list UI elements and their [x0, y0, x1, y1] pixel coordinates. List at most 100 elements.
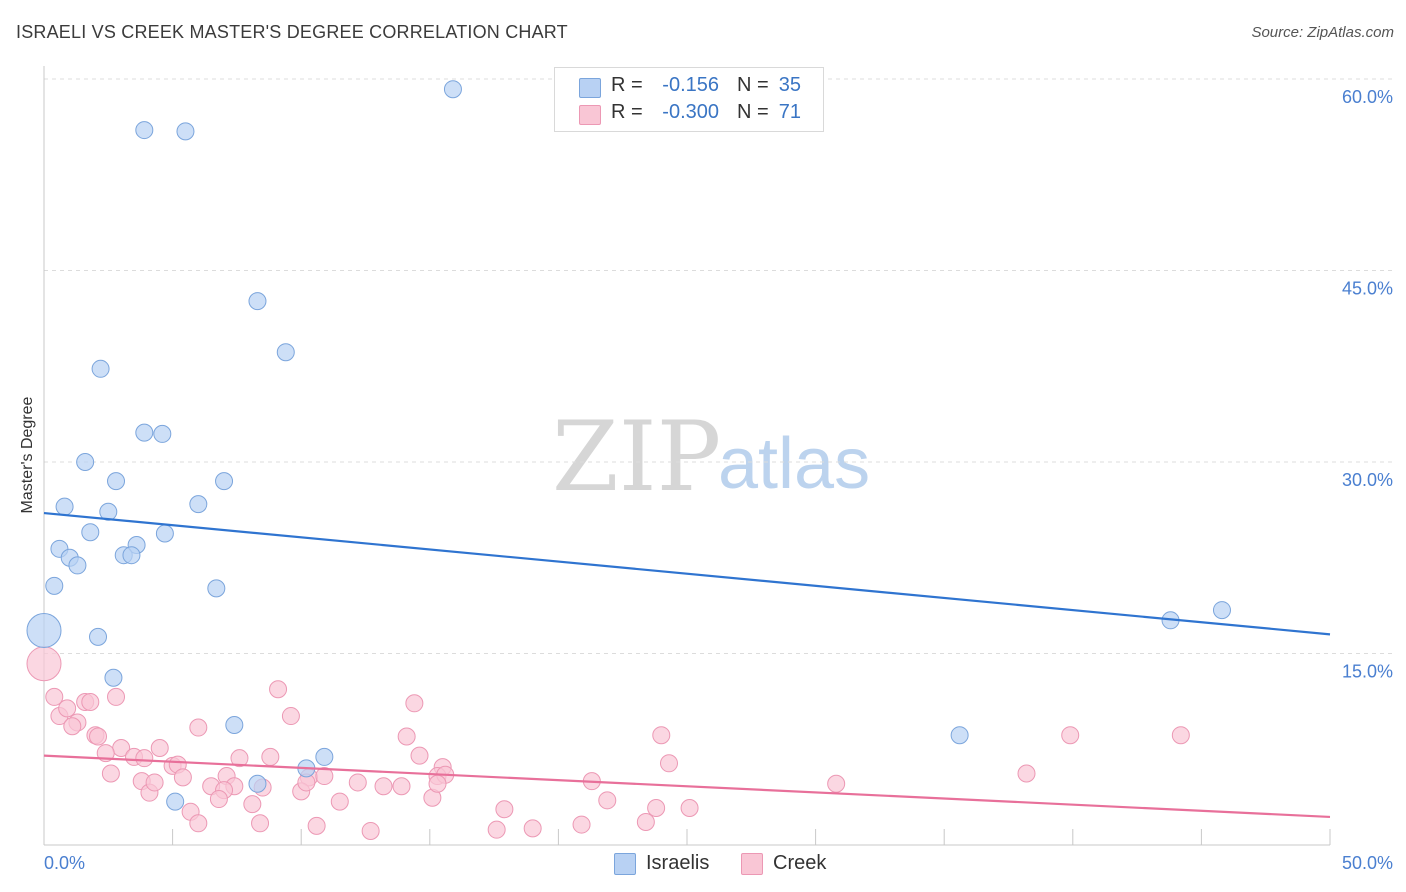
n-label: N = [737, 74, 769, 96]
creek-point [495, 800, 514, 819]
creek-point [251, 814, 270, 833]
israeli-point [122, 546, 141, 565]
n-value: 71 [778, 101, 801, 123]
israeli-point [81, 523, 100, 542]
gridlines [44, 78, 1394, 654]
watermark-atlas: atlas [718, 424, 870, 504]
y-tick-labels: 15.0% 30.0% 45.0% 60.0% [1342, 87, 1393, 682]
trendlines [43, 511, 1331, 819]
creek-point [572, 815, 591, 834]
creek-point [209, 790, 228, 809]
creek-point [189, 718, 208, 737]
israeli-point [155, 524, 174, 543]
creek-point [189, 814, 208, 833]
creek-point [428, 774, 447, 793]
israeli-point [153, 424, 172, 443]
israeli-point [276, 343, 295, 362]
creek-point [330, 792, 349, 811]
creek-point [647, 798, 666, 817]
creek-point [348, 773, 367, 792]
israeli-point [104, 668, 123, 687]
r-value: -0.156 [662, 74, 719, 96]
creek-point [1061, 726, 1080, 745]
watermark: ZIP atlas [552, 401, 870, 513]
x-tick-label: 50.0% [1342, 853, 1393, 873]
legend-label: Israelis [646, 852, 710, 874]
y-tick-label: 60.0% [1342, 87, 1393, 107]
israeli-point [26, 613, 62, 649]
creek-point [397, 727, 416, 746]
israeli-point [1212, 601, 1231, 620]
creek-point [315, 767, 334, 786]
creek-swatch [741, 853, 763, 875]
israeli-point [225, 715, 244, 734]
israelis-swatch [579, 78, 601, 98]
israelis-trendline [43, 511, 1331, 636]
creek-swatch [579, 105, 601, 125]
creek-point [150, 738, 169, 757]
israeli-point [76, 453, 95, 471]
y-tick-label: 15.0% [1342, 662, 1393, 682]
y-tick-label: 45.0% [1342, 279, 1393, 299]
israeli-point [248, 774, 267, 793]
israeli-points [26, 80, 1231, 811]
creek-points [26, 646, 1190, 840]
israeli-point [107, 472, 126, 491]
x-tick-label: 0.0% [44, 853, 85, 873]
stats-legend: R = -0.156 N = 35 R = -0.300 N = 71 [554, 67, 824, 132]
israeli-point [189, 495, 208, 514]
israeli-point [443, 80, 462, 99]
creek-point [636, 813, 655, 832]
creek-point [63, 717, 82, 736]
creek-point [361, 821, 380, 840]
n-value: 35 [778, 74, 801, 96]
creek-point [652, 726, 671, 745]
creek-point [659, 754, 678, 773]
creek-point [89, 727, 108, 746]
creek-point [173, 768, 192, 787]
israeli-point [89, 627, 108, 646]
israeli-point [950, 726, 969, 745]
r-value: -0.300 [662, 101, 719, 123]
creek-point [135, 749, 154, 768]
creek-point [145, 773, 164, 792]
r-label: R = [611, 74, 643, 96]
creek-point [281, 707, 300, 726]
creek-point [487, 820, 506, 839]
israelis-swatch [614, 853, 636, 875]
israeli-point [68, 556, 87, 575]
creek-point [101, 764, 120, 783]
legend-label: Creek [773, 852, 827, 874]
creek-point [374, 777, 393, 796]
axes [43, 66, 1331, 846]
creek-point [523, 819, 542, 838]
israeli-point [248, 292, 267, 311]
creek-point [598, 791, 617, 810]
israeli-point [135, 423, 154, 442]
israeli-point [207, 579, 226, 598]
israeli-point [45, 576, 64, 595]
israeli-point [135, 121, 154, 140]
creek-point [230, 749, 249, 768]
n-label: N = [737, 101, 769, 123]
creek-point [45, 687, 64, 706]
creek-trendline [43, 754, 1331, 819]
creek-point [405, 694, 424, 713]
creek-point [1171, 726, 1190, 745]
creek-point [392, 777, 411, 796]
israeli-point [55, 497, 74, 516]
israeli-point [215, 472, 234, 491]
chart-title: ISRAELI VS CREEK MASTER'S DEGREE CORRELA… [16, 22, 568, 42]
israeli-point [99, 502, 118, 521]
israeli-point [166, 792, 185, 811]
creek-point [243, 795, 262, 814]
israeli-point [315, 747, 334, 766]
creek-point [307, 816, 326, 835]
x-tick-labels: 0.0% 50.0% [44, 853, 1393, 873]
creek-point [1017, 764, 1036, 783]
creek-point [261, 747, 280, 766]
creek-point [410, 746, 429, 765]
creek-point [26, 646, 62, 682]
r-label: R = [611, 101, 643, 123]
